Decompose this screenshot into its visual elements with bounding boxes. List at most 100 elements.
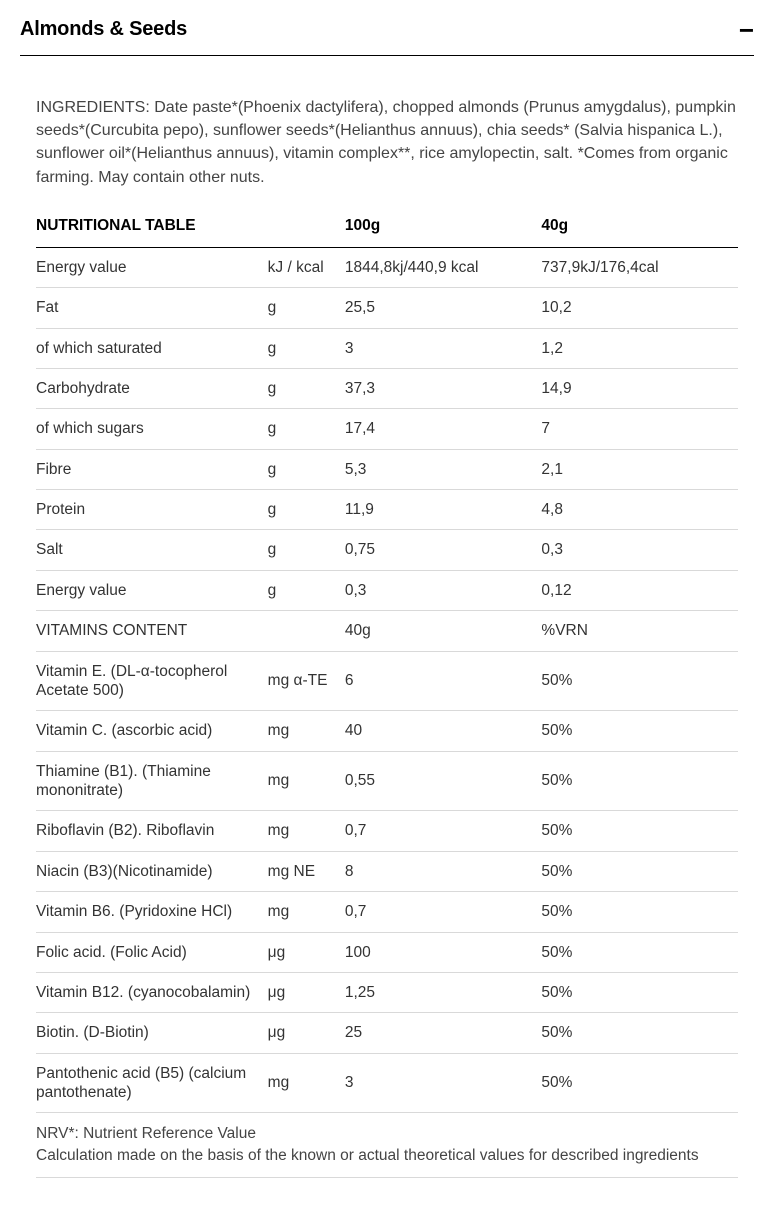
table-cell: Niacin (B3)(Nicotinamide) [36, 851, 268, 891]
table-cell [268, 611, 345, 651]
table-cell: 4,8 [541, 490, 738, 530]
table-row: Saltg0,750,3 [36, 530, 738, 570]
col-header-name: NUTRITIONAL TABLE [36, 207, 268, 248]
table-cell: 17,4 [345, 409, 542, 449]
table-row: of which saturatedg31,2 [36, 328, 738, 368]
col-header-40g: 40g [541, 207, 738, 248]
table-cell: mg [268, 892, 345, 932]
table-cell: g [268, 530, 345, 570]
table-cell: 50% [541, 851, 738, 891]
section-header[interactable]: Almonds & Seeds − [0, 0, 774, 55]
table-row: Fibreg5,32,1 [36, 449, 738, 489]
table-row: Vitamin B12. (cyanocobalamin)μg1,2550% [36, 972, 738, 1012]
table-cell: Vitamin B6. (Pyridoxine HCl) [36, 892, 268, 932]
table-cell: 0,3 [541, 530, 738, 570]
table-cell: g [268, 368, 345, 408]
table-cell: mg α-TE [268, 651, 345, 711]
table-cell: 0,55 [345, 751, 542, 811]
table-row: Energy valueg0,30,12 [36, 570, 738, 610]
table-row: VITAMINS CONTENT 40g%VRN [36, 611, 738, 651]
table-row: Pantothenic acid (B5) (calcium pantothen… [36, 1053, 738, 1113]
table-cell: 11,9 [345, 490, 542, 530]
nutritional-table: NUTRITIONAL TABLE 100g 40g Energy valuek… [36, 207, 738, 1178]
table-cell: mg [268, 1053, 345, 1113]
table-cell: 50% [541, 972, 738, 1012]
table-footnote-row: NRV*: Nutrient Reference Value Calculati… [36, 1113, 738, 1177]
table-cell: 8 [345, 851, 542, 891]
table-cell: 2,1 [541, 449, 738, 489]
table-cell: 1,25 [345, 972, 542, 1012]
table-cell: mg NE [268, 851, 345, 891]
table-cell: 737,9kJ/176,4cal [541, 247, 738, 287]
table-row: Vitamin E. (DL-α-tocopherol Acetate 500)… [36, 651, 738, 711]
table-cell: 3 [345, 1053, 542, 1113]
table-cell: Biotin. (D-Biotin) [36, 1013, 268, 1053]
table-cell: Energy value [36, 570, 268, 610]
table-cell: Carbohydrate [36, 368, 268, 408]
table-cell: 0,12 [541, 570, 738, 610]
table-cell: 50% [541, 892, 738, 932]
table-cell: Vitamin B12. (cyanocobalamin) [36, 972, 268, 1012]
table-cell: of which sugars [36, 409, 268, 449]
col-header-100g: 100g [345, 207, 542, 248]
table-cell: g [268, 288, 345, 328]
table-cell: kJ / kcal [268, 247, 345, 287]
table-cell: Pantothenic acid (B5) (calcium pantothen… [36, 1053, 268, 1113]
section-content: INGREDIENTS: Date paste*(Phoenix dactyli… [0, 56, 774, 1198]
table-cell: 50% [541, 651, 738, 711]
table-cell: Fibre [36, 449, 268, 489]
table-cell: Protein [36, 490, 268, 530]
col-header-unit [268, 207, 345, 248]
table-cell: 0,75 [345, 530, 542, 570]
table-row: Energy valuekJ / kcal1844,8kj/440,9 kcal… [36, 247, 738, 287]
ingredients-text: INGREDIENTS: Date paste*(Phoenix dactyli… [36, 96, 738, 189]
table-header-row: NUTRITIONAL TABLE 100g 40g [36, 207, 738, 248]
table-cell: %VRN [541, 611, 738, 651]
table-cell: 3 [345, 328, 542, 368]
table-row: Vitamin C. (ascorbic acid)mg4050% [36, 711, 738, 751]
table-cell: 50% [541, 751, 738, 811]
minus-icon[interactable]: − [739, 23, 754, 37]
table-row: Riboflavin (B2). Riboflavinmg0,750% [36, 811, 738, 851]
table-cell: 0,7 [345, 811, 542, 851]
table-cell: μg [268, 972, 345, 1012]
table-row: Carbohydrateg37,314,9 [36, 368, 738, 408]
table-cell: 100 [345, 932, 542, 972]
table-cell: 1844,8kj/440,9 kcal [345, 247, 542, 287]
table-row: Biotin. (D-Biotin)μg2550% [36, 1013, 738, 1053]
table-cell: g [268, 409, 345, 449]
table-row: Thiamine (B1). (Thiamine mononitrate)mg0… [36, 751, 738, 811]
table-row: of which sugarsg17,47 [36, 409, 738, 449]
table-cell: 40 [345, 711, 542, 751]
table-cell: 0,3 [345, 570, 542, 610]
table-row: Folic acid. (Folic Acid)μg10050% [36, 932, 738, 972]
table-cell: mg [268, 811, 345, 851]
table-cell: VITAMINS CONTENT [36, 611, 268, 651]
table-cell: g [268, 449, 345, 489]
table-cell: 10,2 [541, 288, 738, 328]
table-cell: 50% [541, 711, 738, 751]
table-cell: 25 [345, 1013, 542, 1053]
table-row: Niacin (B3)(Nicotinamide)mg NE850% [36, 851, 738, 891]
table-cell: 14,9 [541, 368, 738, 408]
table-cell: 40g [345, 611, 542, 651]
table-cell: Vitamin C. (ascorbic acid) [36, 711, 268, 751]
table-footnote: NRV*: Nutrient Reference Value Calculati… [36, 1113, 738, 1177]
table-row: Fatg25,510,2 [36, 288, 738, 328]
table-cell: Folic acid. (Folic Acid) [36, 932, 268, 972]
table-cell: Vitamin E. (DL-α-tocopherol Acetate 500) [36, 651, 268, 711]
table-cell: μg [268, 932, 345, 972]
section-title: Almonds & Seeds [20, 18, 187, 41]
table-cell: Fat [36, 288, 268, 328]
table-cell: 7 [541, 409, 738, 449]
table-cell: 5,3 [345, 449, 542, 489]
table-cell: mg [268, 711, 345, 751]
table-cell: 0,7 [345, 892, 542, 932]
table-cell: 50% [541, 932, 738, 972]
table-cell: 25,5 [345, 288, 542, 328]
table-cell: Salt [36, 530, 268, 570]
table-row: Vitamin B6. (Pyridoxine HCl)mg0,750% [36, 892, 738, 932]
table-cell: g [268, 570, 345, 610]
table-cell: Thiamine (B1). (Thiamine mononitrate) [36, 751, 268, 811]
table-cell: 1,2 [541, 328, 738, 368]
